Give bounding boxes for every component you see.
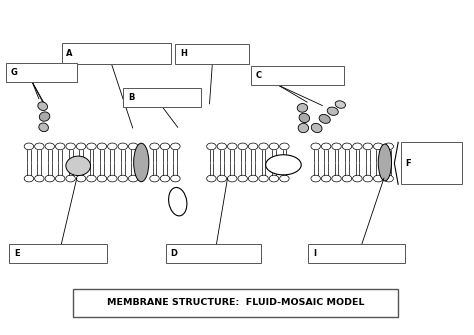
Circle shape (321, 175, 331, 182)
Circle shape (87, 143, 96, 150)
Circle shape (128, 175, 138, 182)
Ellipse shape (327, 107, 338, 115)
Circle shape (363, 143, 373, 150)
FancyBboxPatch shape (401, 142, 462, 184)
Circle shape (35, 143, 44, 150)
Circle shape (118, 175, 128, 182)
Circle shape (228, 175, 237, 182)
Ellipse shape (169, 188, 187, 216)
Circle shape (248, 143, 258, 150)
Circle shape (217, 175, 227, 182)
Ellipse shape (311, 123, 322, 133)
Circle shape (207, 175, 216, 182)
Ellipse shape (297, 104, 308, 112)
Circle shape (332, 175, 341, 182)
FancyBboxPatch shape (308, 244, 405, 263)
FancyBboxPatch shape (166, 244, 261, 263)
Text: D: D (171, 249, 178, 258)
Circle shape (238, 143, 247, 150)
Circle shape (269, 143, 279, 150)
Circle shape (259, 143, 268, 150)
Ellipse shape (299, 113, 310, 123)
Circle shape (108, 175, 117, 182)
Text: H: H (180, 50, 187, 58)
Text: MEMBRANE STRUCTURE:  FLUID-MOSAIC MODEL: MEMBRANE STRUCTURE: FLUID-MOSAIC MODEL (107, 298, 365, 307)
Ellipse shape (298, 123, 309, 133)
Circle shape (342, 143, 352, 150)
Circle shape (87, 175, 96, 182)
Circle shape (24, 143, 34, 150)
FancyBboxPatch shape (123, 88, 201, 107)
Text: G: G (10, 68, 18, 77)
Circle shape (171, 175, 180, 182)
Circle shape (35, 175, 44, 182)
Circle shape (384, 143, 393, 150)
Circle shape (363, 175, 373, 182)
Circle shape (160, 143, 170, 150)
Circle shape (66, 143, 75, 150)
Circle shape (384, 175, 393, 182)
Circle shape (228, 143, 237, 150)
Circle shape (259, 175, 268, 182)
Circle shape (108, 143, 117, 150)
FancyBboxPatch shape (62, 43, 171, 64)
FancyBboxPatch shape (73, 289, 398, 317)
Ellipse shape (265, 155, 301, 175)
FancyBboxPatch shape (175, 44, 249, 64)
Circle shape (171, 143, 180, 150)
Circle shape (76, 143, 86, 150)
Text: A: A (66, 49, 73, 58)
Circle shape (217, 143, 227, 150)
Text: C: C (256, 71, 262, 80)
Circle shape (45, 143, 55, 150)
Circle shape (55, 143, 65, 150)
Circle shape (66, 175, 75, 182)
Circle shape (280, 143, 289, 150)
Circle shape (311, 143, 320, 150)
FancyBboxPatch shape (9, 244, 107, 263)
Ellipse shape (319, 115, 330, 123)
Circle shape (76, 175, 86, 182)
Circle shape (353, 143, 362, 150)
Circle shape (342, 175, 352, 182)
Circle shape (238, 175, 247, 182)
Circle shape (269, 175, 279, 182)
Ellipse shape (38, 102, 47, 111)
Circle shape (24, 175, 34, 182)
Circle shape (280, 175, 289, 182)
Circle shape (332, 143, 341, 150)
Circle shape (97, 143, 107, 150)
Ellipse shape (134, 143, 149, 182)
Text: E: E (14, 249, 20, 258)
Circle shape (248, 175, 258, 182)
FancyBboxPatch shape (6, 63, 77, 82)
Circle shape (118, 143, 128, 150)
Circle shape (374, 175, 383, 182)
Circle shape (55, 175, 65, 182)
Circle shape (150, 143, 159, 150)
Circle shape (160, 175, 170, 182)
Circle shape (353, 175, 362, 182)
Circle shape (97, 175, 107, 182)
Text: F: F (405, 159, 411, 168)
Circle shape (311, 175, 320, 182)
Ellipse shape (335, 101, 346, 108)
Circle shape (321, 143, 331, 150)
Circle shape (374, 143, 383, 150)
Ellipse shape (39, 123, 48, 132)
Ellipse shape (378, 144, 392, 181)
Ellipse shape (39, 112, 50, 121)
FancyBboxPatch shape (251, 66, 344, 85)
Circle shape (45, 175, 55, 182)
Circle shape (150, 175, 159, 182)
Circle shape (207, 143, 216, 150)
Circle shape (128, 143, 138, 150)
Text: B: B (128, 93, 134, 102)
Ellipse shape (66, 156, 91, 176)
Text: I: I (313, 249, 316, 258)
